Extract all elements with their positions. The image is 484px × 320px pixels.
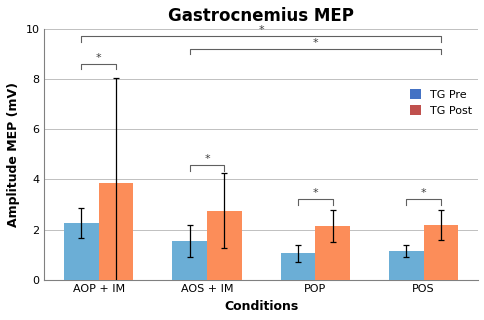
Text: *: *	[258, 25, 263, 35]
Text: *: *	[312, 188, 318, 198]
Text: *: *	[420, 188, 425, 198]
Bar	[64, 223, 99, 280]
X-axis label: Conditions: Conditions	[224, 300, 298, 313]
Legend: TG Pre, TG Post: TG Pre, TG Post	[405, 85, 476, 120]
Bar	[280, 253, 315, 280]
Bar	[315, 226, 349, 280]
Title: Gastrocnemius MEP: Gastrocnemius MEP	[168, 7, 353, 25]
Y-axis label: Amplitude MEP (mV): Amplitude MEP (mV)	[7, 82, 20, 227]
Bar	[207, 211, 241, 280]
Text: *: *	[96, 53, 101, 63]
Bar	[388, 251, 423, 280]
Bar	[172, 241, 207, 280]
Text: *: *	[204, 154, 210, 164]
Bar	[99, 183, 133, 280]
Bar	[423, 225, 457, 280]
Text: *: *	[312, 38, 318, 48]
